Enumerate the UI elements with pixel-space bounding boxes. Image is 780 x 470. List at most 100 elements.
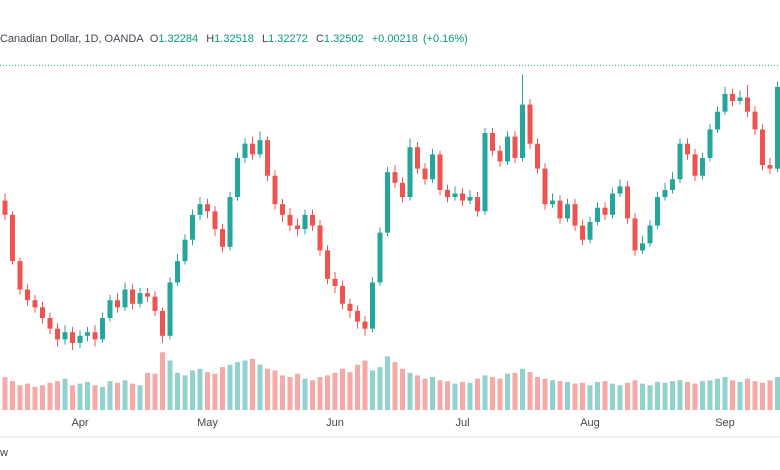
candle-body [737,97,743,102]
volume-bar [77,383,83,410]
candle-body [512,136,518,158]
candle-body [220,229,225,247]
candle-body [85,332,90,336]
volume-bar [392,362,398,410]
candle-body [100,317,105,340]
candle-body [715,111,720,130]
volume-bar [430,377,435,410]
volume-bar [617,385,623,410]
candle-body [362,321,368,329]
volume-bar [572,383,578,410]
volume-bar [400,368,405,410]
candle-body [640,243,645,251]
candle-body [557,200,563,219]
volume-bar [92,385,98,410]
volume-bar [475,378,480,410]
volume-bar [760,382,765,410]
volume-bar [527,372,533,410]
volume-bar [47,382,53,410]
volume-bar [25,383,30,410]
candle-body [272,175,278,205]
candle-body [610,193,615,215]
candle-body [475,197,480,212]
volume-bar [482,375,488,410]
candle-body [385,172,390,233]
volume-bar [647,385,653,410]
candle-body [505,136,510,162]
candle-body [572,204,578,226]
volume-bar [295,373,300,410]
volume-bar [460,381,465,410]
candle-body [775,86,780,169]
change-pct: (+0.16%) [422,33,468,45]
x-tick-label: Aug [580,417,600,429]
volume-bar [287,377,293,410]
volume-bar [767,380,773,410]
candle-body [655,197,660,226]
ohlc-value: 1.32272 [268,33,308,45]
candle-body [722,93,728,112]
candle-body [250,143,255,155]
volume-bar [130,383,135,410]
candle-body [595,207,600,222]
candle-body [265,140,270,176]
volume-bar [452,383,458,410]
candle-body [115,300,120,308]
candle-body [92,332,98,340]
candle-body [377,232,383,283]
x-tick-label: Jul [455,417,469,429]
candle-body [167,282,173,336]
candle-body [10,214,15,262]
volume-bar [565,381,570,410]
candle-body [430,154,435,180]
x-tick-label: Jun [326,417,344,429]
candle-body [745,97,750,112]
volume-bar [10,381,15,410]
volume-bar [602,381,608,410]
volume-bar [467,382,473,410]
candle-body [730,93,735,102]
volume-bar [370,370,375,410]
candle-body [550,200,555,205]
candle-body [535,143,540,169]
volume-bar [2,377,8,410]
volume-bar [257,364,263,410]
candle-body [527,104,533,144]
volume-bar [227,364,233,410]
candle-body [692,154,698,176]
candle-body [520,104,525,158]
volume-bar [407,372,413,410]
candle-body [295,225,300,230]
volume-bar [550,380,555,410]
candle-body [2,200,8,215]
volume-bar [167,360,173,410]
candle-body [617,186,623,194]
volume-bar [160,352,165,410]
candle-body [55,328,60,340]
candle-body [707,129,713,158]
candle-body [422,168,428,180]
candle-body [370,282,375,329]
ohlc-label: L [261,33,269,45]
volume-bar [265,368,270,410]
volume-bar [332,372,338,410]
candle-body [235,157,240,198]
candle-body [40,307,45,318]
candle-body [437,154,443,190]
change: +0.00218 [371,33,418,45]
candle-body [347,303,353,311]
volume-bar [280,375,285,410]
volume-bar [317,377,323,410]
volume-bar [715,378,720,410]
candle-body [482,133,488,212]
volume-bar [122,380,128,410]
volume-bar [490,377,495,410]
volume-bar [212,373,218,410]
candle-body [70,332,75,343]
volume-bar [685,381,690,410]
volume-bar [385,356,390,410]
x-tick-label: Sep [715,417,735,429]
candle-body [445,189,450,198]
